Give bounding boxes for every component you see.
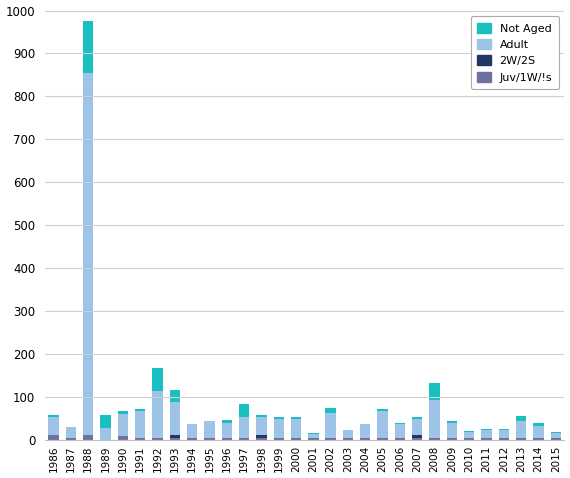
Bar [48,435,59,440]
Bar [325,437,336,440]
Bar [412,419,422,435]
Bar [499,437,509,440]
Bar [222,420,232,424]
Bar [291,417,301,419]
Bar [308,437,319,440]
Bar [239,404,249,417]
Bar [170,402,180,435]
Bar [429,400,439,437]
Bar [274,437,284,440]
Bar [66,427,76,437]
Bar [152,368,162,391]
Bar [395,423,405,424]
Bar [117,414,128,436]
Bar [343,430,353,437]
Bar [48,417,59,435]
Bar [516,416,526,421]
Bar [117,436,128,440]
Bar [187,424,197,437]
Bar [308,433,319,434]
Bar [291,419,301,437]
Bar [239,417,249,437]
Bar [274,417,284,419]
Bar [343,437,353,440]
Bar [222,437,232,440]
Bar [412,437,422,440]
Bar [83,73,93,435]
Bar [325,413,336,437]
Legend: Not Aged, Adult, 2W/2S, Juv/1W/!s: Not Aged, Adult, 2W/2S, Juv/1W/!s [471,16,559,89]
Bar [447,437,457,440]
Bar [499,430,509,437]
Bar [66,437,76,440]
Bar [481,430,492,437]
Bar [291,437,301,440]
Bar [170,390,180,402]
Bar [152,391,162,437]
Bar [117,411,128,414]
Bar [464,431,474,433]
Bar [534,424,544,425]
Bar [551,437,561,440]
Bar [395,424,405,437]
Bar [481,429,492,430]
Bar [534,437,544,440]
Bar [551,432,561,433]
Bar [481,437,492,440]
Bar [100,428,111,440]
Bar [516,437,526,440]
Bar [222,424,232,437]
Bar [516,421,526,437]
Bar [534,425,544,437]
Bar [360,437,370,440]
Bar [429,382,439,400]
Bar [464,433,474,437]
Bar [447,421,457,424]
Bar [464,437,474,440]
Bar [48,415,59,417]
Bar [204,437,215,440]
Bar [447,424,457,437]
Bar [152,437,162,440]
Bar [100,415,111,428]
Bar [256,435,267,437]
Bar [239,437,249,440]
Bar [187,437,197,440]
Bar [377,409,388,411]
Bar [429,437,439,440]
Bar [256,415,267,417]
Bar [551,433,561,437]
Bar [377,437,388,440]
Bar [135,409,145,411]
Bar [83,22,93,73]
Bar [325,408,336,413]
Bar [395,437,405,440]
Bar [256,437,267,440]
Bar [274,419,284,437]
Bar [412,417,422,419]
Bar [170,437,180,440]
Bar [170,435,180,437]
Bar [83,435,93,440]
Bar [377,411,388,437]
Bar [135,437,145,440]
Bar [412,435,422,437]
Bar [308,434,319,437]
Bar [360,424,370,437]
Bar [256,417,267,435]
Bar [499,429,509,430]
Bar [204,421,215,437]
Bar [135,411,145,437]
